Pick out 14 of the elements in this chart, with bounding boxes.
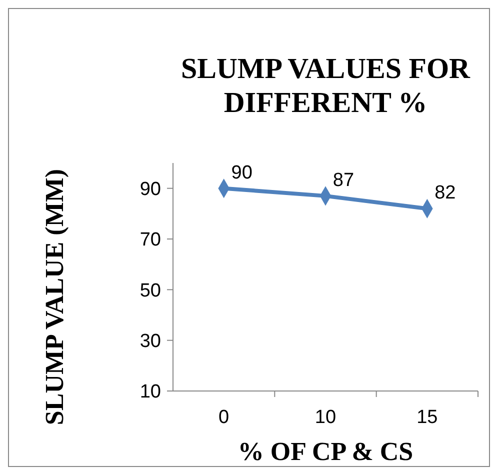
- x-tick-label: 0: [218, 407, 230, 428]
- y-tick-label: 50: [140, 280, 161, 302]
- y-tick-label: 90: [140, 178, 161, 200]
- x-axis-title: % OF CP & CS: [238, 437, 414, 466]
- x-tick-label: 10: [314, 407, 336, 428]
- x-tick-label: 15: [416, 407, 438, 428]
- y-axis-title: SLUMP VALUE (MM): [40, 168, 69, 426]
- chart-title: SLUMP VALUES FOR DIFFERENT %: [181, 53, 472, 119]
- data-label: 90: [231, 162, 252, 184]
- y-tick-label: 30: [140, 330, 161, 352]
- data-label: 87: [332, 170, 354, 191]
- data-label: 82: [434, 182, 456, 204]
- y-tick-label: 10: [140, 382, 161, 403]
- y-tick-label: 70: [140, 230, 161, 251]
